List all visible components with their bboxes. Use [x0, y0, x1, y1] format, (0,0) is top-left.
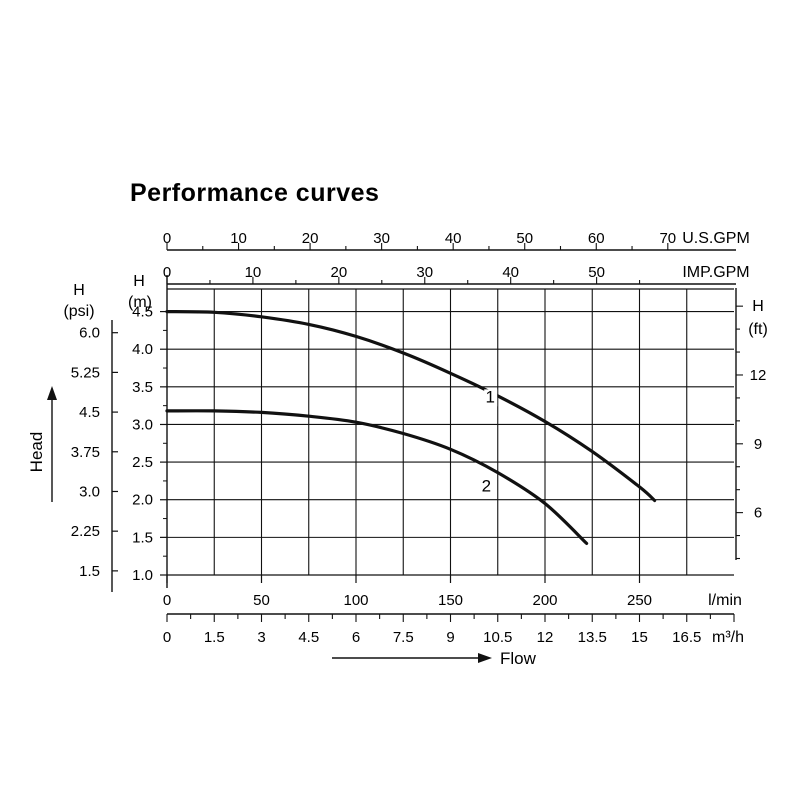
- x-tick-label-lmin: 50: [253, 592, 270, 609]
- x-tick-label-usgpm: 40: [445, 230, 462, 247]
- x-tick-label-impgpm: 40: [502, 264, 519, 281]
- y-unit-ft-line2: (ft): [748, 321, 768, 338]
- y-tick-label-psi: 3.75: [71, 444, 100, 461]
- head-arrow-icon: [47, 386, 57, 400]
- y-tick-label-psi: 2.25: [71, 523, 100, 540]
- x-tick-label-m3h: 7.5: [393, 629, 414, 646]
- x-tick-label-m3h: 12: [537, 629, 554, 646]
- y-tick-label-psi: 4.5: [79, 404, 100, 421]
- y-tick-label-psi: 5.25: [71, 364, 100, 381]
- y-tick-label-m: 2.5: [132, 454, 153, 471]
- x-tick-label-usgpm: 50: [516, 230, 533, 247]
- series-1-curve: [165, 310, 657, 503]
- x-tick-label-impgpm: 50: [588, 264, 605, 281]
- x-tick-label-usgpm: 0: [163, 230, 171, 247]
- x-tick-label-m3h: 9: [446, 629, 454, 646]
- x-tick-label-impgpm: 20: [330, 264, 347, 281]
- y-tick-label-psi: 1.5: [79, 563, 100, 580]
- x-tick-label-usgpm: 30: [373, 230, 390, 247]
- series-1-label: 1: [485, 387, 494, 406]
- chart-title: Performance curves: [130, 179, 379, 207]
- x-tick-label-impgpm: 30: [416, 264, 433, 281]
- y-unit-m-line2: (m): [128, 294, 152, 311]
- x-tick-label-impgpm: 10: [245, 264, 262, 281]
- x-unit-impgpm: IMP.GPM: [682, 264, 749, 281]
- x-tick-label-usgpm: 70: [659, 230, 676, 247]
- x-tick-label-m3h: 0: [163, 629, 171, 646]
- x-unit-m3h: m³/h: [712, 629, 744, 646]
- flow-arrow-icon: [478, 653, 492, 663]
- x-tick-label-usgpm: 10: [230, 230, 247, 247]
- x-tick-label-usgpm: 20: [302, 230, 319, 247]
- x-tick-label-m3h: 16.5: [672, 629, 701, 646]
- y-tick-label-psi: 6.0: [79, 325, 100, 342]
- y-tick-label-m: 1.5: [132, 529, 153, 546]
- y-tick-label-m: 3.0: [132, 416, 153, 433]
- y-axis-title: Head: [27, 432, 46, 473]
- x-tick-label-lmin: 100: [343, 592, 368, 609]
- y-unit-ft-line1: H: [752, 298, 764, 315]
- x-tick-label-m3h: 1.5: [204, 629, 225, 646]
- y-unit-psi-line2: (psi): [63, 303, 94, 320]
- y-tick-label-ft: 6: [754, 505, 762, 522]
- plot-area: 1.0 1.5 2.0 2.5 3.0 3.5 4.0 4.5 H (m) 1.5 2.25 3.0 3.…: [27, 230, 768, 668]
- x-tick-label-m3h: 6: [352, 629, 360, 646]
- x-tick-label-m3h: 15: [631, 629, 648, 646]
- x-tick-label-usgpm: 60: [588, 230, 605, 247]
- y-tick-label-m: 1.0: [132, 567, 153, 584]
- x-tick-label-m3h: 4.5: [298, 629, 319, 646]
- y-tick-label-m: 4.0: [132, 341, 153, 358]
- x-tick-label-lmin: 150: [438, 592, 463, 609]
- series-1-label-bg: [484, 389, 498, 407]
- y-tick-label-ft: 9: [754, 436, 762, 453]
- series-2-curve: [165, 409, 589, 545]
- y-tick-label-psi: 3.0: [79, 483, 100, 500]
- x-unit-lmin: l/min: [708, 592, 742, 609]
- x-tick-label-impgpm: 0: [163, 264, 171, 281]
- x-tick-label-lmin: 0: [163, 592, 171, 609]
- x-tick-label-m3h: 10.5: [483, 629, 512, 646]
- x-tick-label-m3h: 13.5: [578, 629, 607, 646]
- y-unit-psi-line1: H: [73, 282, 85, 299]
- x-axis-title: Flow: [500, 649, 537, 668]
- y-tick-label-m: 3.5: [132, 379, 153, 396]
- x-tick-label-lmin: 200: [532, 592, 557, 609]
- x-tick-label-m3h: 3: [257, 629, 265, 646]
- series-2-label: 2: [482, 476, 491, 495]
- y-tick-label-ft: 12: [750, 367, 767, 384]
- y-unit-m-line1: H: [133, 273, 145, 290]
- y-tick-label-m: 2.0: [132, 492, 153, 509]
- x-tick-label-lmin: 250: [627, 592, 652, 609]
- series-2-label-bg: [480, 478, 494, 496]
- y-tick-label-m: 4.5: [132, 304, 153, 321]
- x-unit-usgpm: U.S.GPM: [682, 230, 750, 247]
